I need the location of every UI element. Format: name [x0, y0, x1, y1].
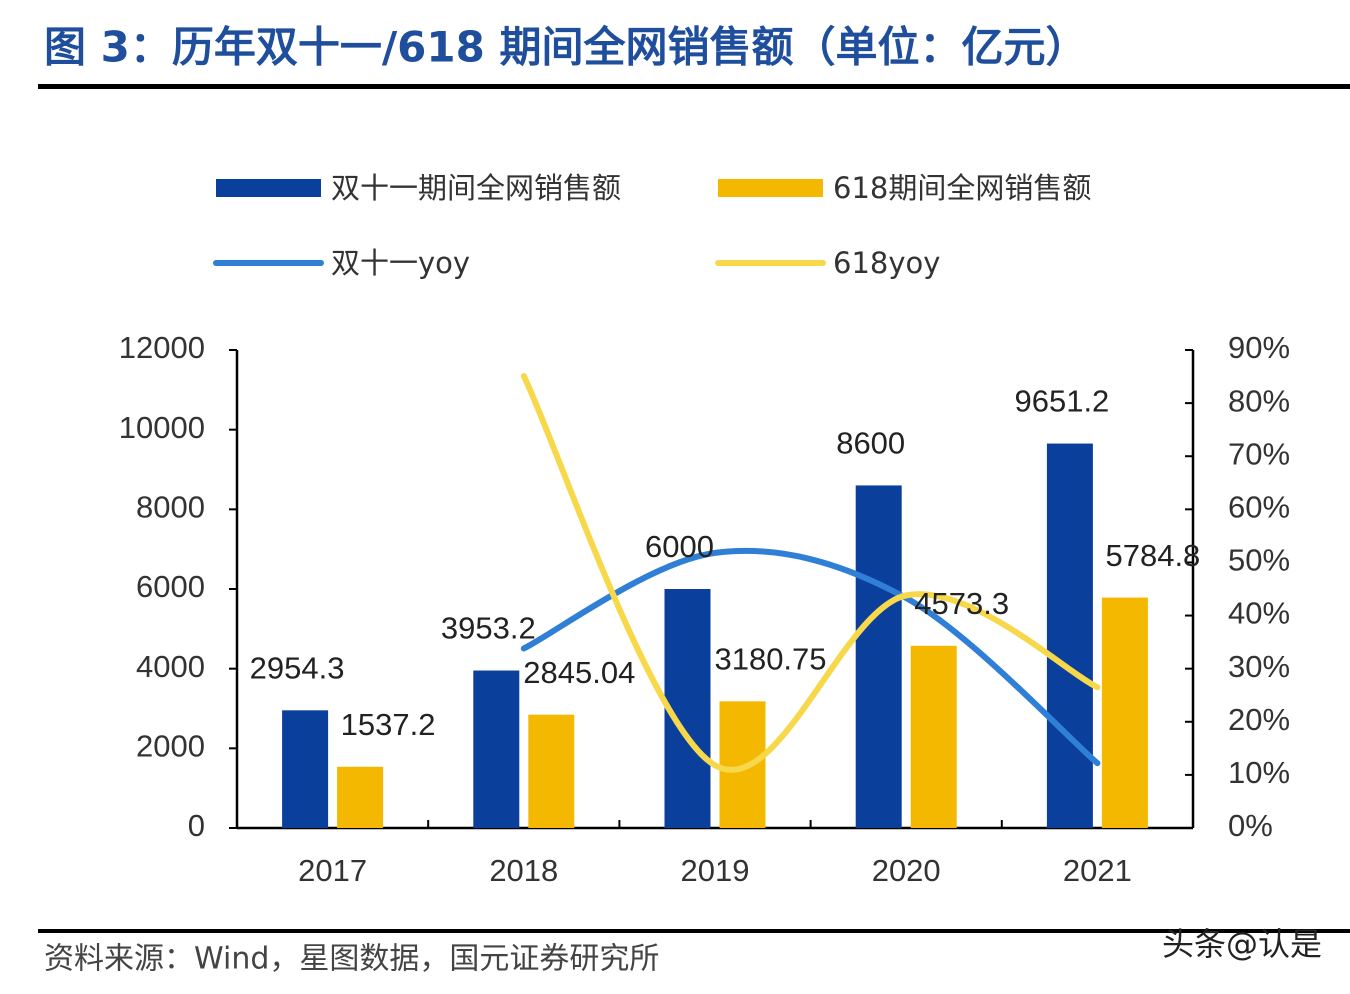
y2-tick-label: 40%	[1228, 596, 1290, 631]
bar	[282, 710, 329, 828]
bar-label: 5784.8	[1105, 538, 1200, 573]
x-tick-label: 2019	[681, 853, 750, 888]
legend-swatch	[718, 179, 823, 197]
line	[520, 373, 1101, 773]
bar-label: 2954.3	[250, 651, 345, 686]
title-rule	[38, 84, 1350, 89]
y2-tick-label: 20%	[1228, 702, 1290, 737]
legend-label: 双十一yoy	[331, 246, 470, 280]
x-tick-label: 2020	[872, 853, 941, 888]
x-tick-label: 2017	[298, 853, 367, 888]
y-tick-label: 12000	[119, 330, 205, 365]
bar-label: 1537.2	[341, 707, 436, 742]
bar-label: 2845.04	[523, 655, 635, 690]
legend-label: 618yoy	[833, 246, 940, 280]
y2-tick-label: 50%	[1228, 543, 1290, 578]
x-tick-label: 2021	[1063, 853, 1132, 888]
source: 资料来源：Wind，星图数据，国元证券研究所	[44, 942, 659, 977]
y2-tick-label: 30%	[1228, 649, 1290, 684]
bar-label: 9651.2	[1014, 384, 1109, 419]
bar	[528, 714, 575, 828]
bar-label: 3180.75	[714, 641, 826, 676]
bar	[1046, 443, 1093, 828]
y2-tick-label: 60%	[1228, 490, 1290, 525]
y2-tick-label: 70%	[1228, 436, 1290, 471]
bar	[337, 766, 384, 828]
bar	[855, 485, 902, 828]
line	[520, 547, 1101, 767]
bar-label: 3953.2	[441, 611, 536, 646]
legend-label: 双十一期间全网销售额	[331, 171, 621, 205]
footer-rule	[38, 929, 1350, 933]
chart-title: 图 3：历年双十一/618 期间全网销售额（单位：亿元）	[44, 23, 1087, 72]
bar	[1101, 597, 1148, 828]
y-tick-label: 6000	[136, 569, 205, 604]
bar	[719, 701, 766, 828]
legend-swatch	[216, 179, 321, 197]
y-tick-label: 10000	[119, 410, 205, 445]
y2-tick-label: 90%	[1228, 330, 1290, 365]
watermark: 头条@认是	[1162, 925, 1322, 963]
bar-label: 6000	[645, 529, 714, 564]
y-tick-label: 0	[188, 808, 205, 843]
y2-tick-label: 0%	[1228, 808, 1273, 843]
y2-tick-label: 80%	[1228, 383, 1290, 418]
bar	[910, 645, 957, 828]
x-tick-label: 2018	[489, 853, 558, 888]
bar	[473, 670, 520, 828]
bar	[664, 589, 711, 828]
y-tick-label: 8000	[136, 490, 205, 525]
bar-label: 8600	[836, 426, 905, 461]
y-tick-label: 4000	[136, 649, 205, 684]
bar-label: 4573.3	[914, 586, 1009, 621]
legend-label: 618期间全网销售额	[833, 171, 1091, 205]
y-tick-label: 2000	[136, 729, 205, 764]
y2-tick-label: 10%	[1228, 755, 1290, 790]
